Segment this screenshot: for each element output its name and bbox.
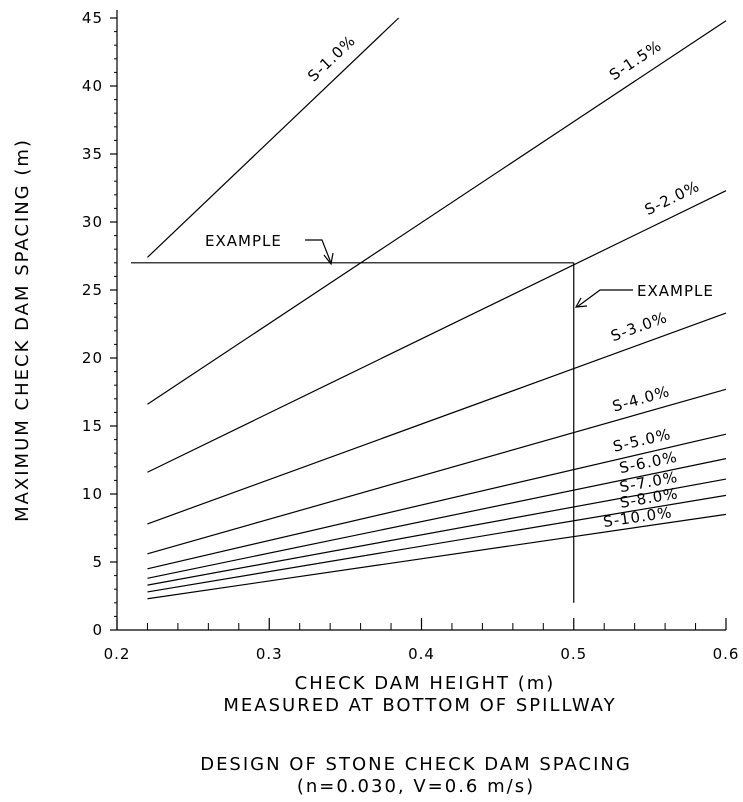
y-tick-label: 10 [82, 485, 103, 503]
series-label: S-2.0% [642, 177, 703, 219]
example-label-right: EXAMPLE [637, 282, 714, 300]
chart-title: DESIGN OF STONE CHECK DAM SPACING [200, 754, 632, 775]
ticks: 0 5 10 15 20 25 30 35 40 45 0.2 0.3 0.4 0.5 0.6 [82, 9, 740, 663]
x-tick-label: 0.3 [256, 645, 283, 663]
series-line [147, 478, 727, 586]
y-tick-label: 45 [82, 9, 103, 27]
example-arrowhead-right-icon [574, 297, 588, 308]
series-labels: S-1.0% S-1.5%S-2.0%S-3.0%S-4.0%S-5.0%S-6.… [304, 31, 703, 531]
series-label: S-1.5% [606, 36, 665, 84]
y-tick-label: 30 [82, 213, 103, 231]
series-line [147, 312, 727, 525]
series-line [147, 20, 727, 405]
y-axis-title: MAXIMUM CHECK DAM SPACING (m) [12, 138, 33, 522]
series-line [147, 513, 727, 600]
y-tick-label: 20 [82, 349, 103, 367]
x-tick-label: 0.5 [560, 645, 587, 663]
y-tick-label: 25 [82, 281, 103, 299]
series-line [147, 494, 727, 593]
series-line [147, 433, 727, 570]
series-line [147, 17, 400, 258]
y-tick-label: 40 [82, 77, 103, 95]
y-tick-label: 35 [82, 145, 103, 163]
y-tick-label: 0 [92, 621, 103, 639]
x-tick-label: 0.6 [713, 645, 740, 663]
y-tick-label: 5 [92, 553, 103, 571]
series-label: S-4.0% [610, 382, 672, 415]
example-label-left: EXAMPLE [205, 232, 282, 250]
x-tick-label: 0.2 [104, 645, 131, 663]
y-tick-label: 15 [82, 417, 103, 435]
titles: MAXIMUM CHECK DAM SPACING (m) CHECK DAM … [12, 138, 632, 797]
series-line [147, 190, 727, 473]
example-annotation: EXAMPLE EXAMPLE [131, 232, 714, 603]
series-line [147, 458, 727, 579]
series-line [147, 388, 727, 555]
series-label: S-3.0% [608, 308, 670, 345]
chart-subtitle: (n=0.030, V=0.6 m/s) [297, 776, 535, 797]
x-axis-title: CHECK DAM HEIGHT (m) [295, 673, 556, 694]
x-tick-label: 0.4 [408, 645, 435, 663]
series-lines [147, 17, 727, 600]
example-arrowhead-left-icon [323, 252, 334, 266]
series-label: S-1.0% [304, 31, 359, 85]
example-leader-left [305, 239, 332, 264]
example-leader-right [576, 289, 633, 308]
x-axis-subtitle: MEASURED AT BOTTOM OF SPILLWAY [223, 695, 616, 716]
